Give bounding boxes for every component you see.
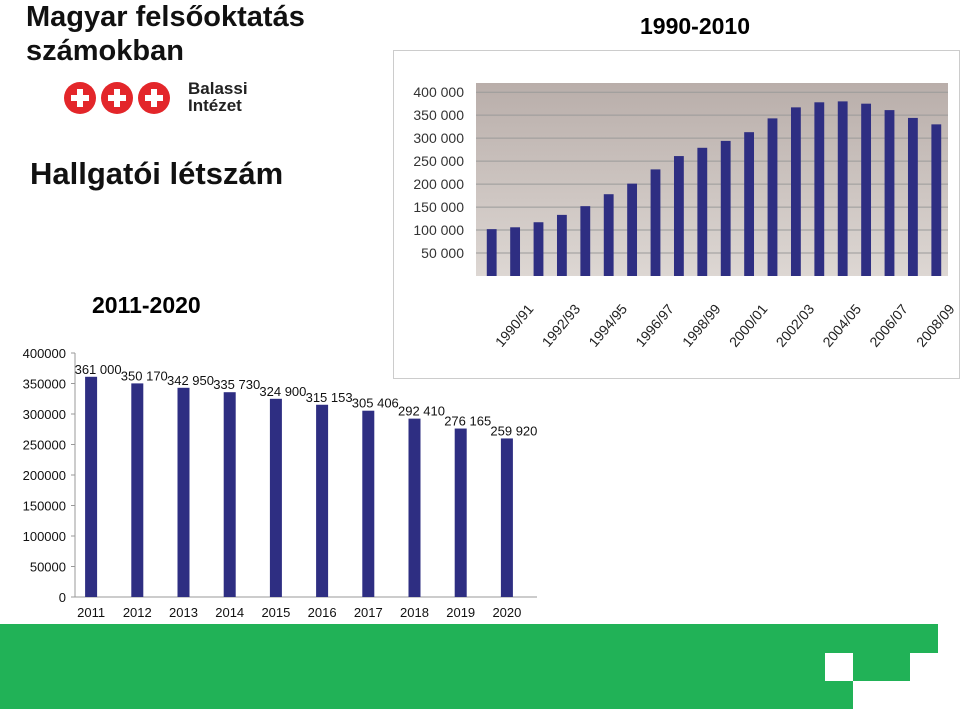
y-tick-label: 400000 (23, 346, 66, 361)
data-label: 350 170 (121, 368, 168, 383)
data-label: 335 730 (213, 377, 260, 392)
bar-2002/03 (767, 118, 778, 276)
chart-1990-2010-plot-area (476, 83, 948, 276)
bar-2009/10 (931, 124, 942, 276)
bar-2006/07 (861, 103, 872, 276)
bar-2017 (362, 410, 375, 597)
y-tick-label: 50000 (30, 560, 66, 575)
logo-ornament-2 (101, 82, 133, 114)
bar-2012 (131, 383, 144, 597)
data-label: 324 900 (259, 384, 306, 399)
footer-square-2 (853, 653, 910, 681)
x-tick-label: 2011 (77, 605, 105, 620)
bar-1994/95 (580, 206, 591, 276)
bar-2005/06 (837, 101, 848, 276)
title-line-2: számokban (26, 35, 184, 67)
footer-square-1 (825, 653, 853, 681)
y-tick-label: 150 000 (413, 199, 464, 215)
logo-mark-icon (64, 82, 170, 114)
bar-1998/99 (673, 156, 684, 276)
chart-2011-2020: 0 50000 100000 150000 200000 250000 300000 3500… (23, 346, 538, 620)
data-label: 292 410 (398, 404, 445, 419)
x-tick-label: 2012 (123, 605, 152, 620)
bar-1990/91 (486, 229, 497, 276)
y-tick-label: 250 000 (413, 153, 464, 169)
y-tick-label: 200 000 (413, 176, 464, 192)
x-tick-label: 2014 (215, 605, 244, 620)
footer-band (0, 624, 938, 709)
bar-2016 (316, 404, 329, 597)
bar-2014 (223, 392, 236, 597)
bar-1996/97 (627, 183, 638, 276)
data-label: 342 950 (167, 373, 214, 388)
y-tick-label: 250000 (23, 438, 66, 453)
footer-square-3 (910, 653, 940, 681)
chart-2011-2020-heading: 2011-2020 (92, 292, 201, 318)
bar-1991/92 (510, 227, 521, 276)
chart-1990-2010: 50 000 100 000 150 000 200 000 250 000 300 00… (393, 50, 960, 379)
logo-text-line-1: Balassi (188, 79, 248, 98)
y-tick-label: 50 000 (421, 245, 464, 261)
bar-2015 (269, 398, 282, 597)
bar-1993/94 (556, 214, 567, 276)
bar-2019 (454, 428, 467, 597)
y-tick-label: 100000 (23, 529, 66, 544)
logo-ornament-3 (138, 82, 170, 114)
y-tick-label: 0 (59, 590, 66, 605)
bar-2004/05 (814, 102, 825, 276)
page-title: Magyar felsőoktatás számokban (26, 0, 305, 68)
footer-square-4 (853, 681, 940, 709)
bar-2008/09 (907, 117, 918, 276)
balassi-logo (64, 82, 170, 114)
bar-2018 (408, 418, 421, 597)
y-tick-label: 400 000 (413, 84, 464, 100)
bar-2007/08 (884, 110, 895, 276)
bar-2000/01 (720, 140, 731, 276)
logo-ornament-1 (64, 82, 96, 114)
y-tick-label: 100 000 (413, 222, 464, 238)
bar-2003/04 (790, 107, 801, 276)
bar-2020 (500, 438, 513, 597)
data-label: 305 406 (352, 396, 399, 411)
y-tick-label: 150000 (23, 499, 66, 514)
footer-squares-decoration (825, 653, 940, 709)
bar-1992/93 (533, 222, 544, 276)
bar-1997/98 (650, 169, 661, 276)
x-tick-label: 2017 (354, 605, 383, 620)
bar-1999/00 (697, 147, 708, 276)
x-tick-label: 2020 (492, 605, 521, 620)
data-label: 259 920 (490, 423, 537, 438)
section-subtitle: Hallgatói létszám (30, 156, 284, 191)
bar-2013 (177, 387, 190, 597)
y-tick-label: 200000 (23, 468, 66, 483)
x-tick-label: 2013 (169, 605, 198, 620)
x-tick-label: 2015 (261, 605, 290, 620)
x-tick-label: 2019 (446, 605, 475, 620)
data-label: 315 153 (306, 390, 353, 405)
y-tick-label: 350 000 (413, 107, 464, 123)
x-tick-label: 2018 (400, 605, 429, 620)
y-tick-label: 350000 (23, 377, 66, 392)
data-label: 361 000 (75, 362, 122, 377)
bar-2011 (85, 376, 98, 597)
y-tick-label: 300000 (23, 407, 66, 422)
bar-1995/96 (603, 194, 614, 276)
bar-2001/02 (744, 132, 755, 276)
chart-1990-2010-heading: 1990-2010 (640, 13, 750, 39)
logo-text: Balassi Intézet (188, 80, 248, 114)
data-label: 276 165 (444, 414, 491, 429)
logo-text-line-2: Intézet (188, 96, 242, 115)
title-line-1: Magyar felsőoktatás (26, 1, 305, 33)
x-tick-label: 2016 (308, 605, 337, 620)
y-tick-label: 300 000 (413, 130, 464, 146)
